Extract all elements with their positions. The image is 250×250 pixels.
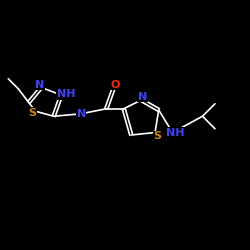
Text: NH: NH <box>166 128 185 138</box>
Text: S: S <box>154 131 162 141</box>
Text: O: O <box>110 80 120 90</box>
Text: N: N <box>36 80 44 90</box>
Text: N: N <box>76 109 86 119</box>
Text: N: N <box>138 92 147 102</box>
Text: NH: NH <box>56 89 75 99</box>
Text: S: S <box>28 108 36 118</box>
